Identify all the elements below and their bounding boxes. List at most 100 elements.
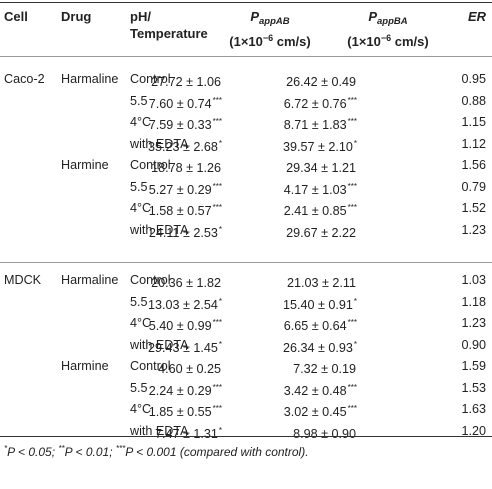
papp-ba-value: 26.42 ± 0.49 <box>286 68 357 93</box>
header-cell: Cell <box>4 9 28 24</box>
papp-ab-number: 20.36 ± 1.82 <box>151 276 221 290</box>
condition: with EDTA <box>130 136 189 151</box>
papp-ab-value: 35.23 ± 2.68* <box>148 133 222 158</box>
papp-ba-significance: * <box>353 296 357 306</box>
papp-ab-significance: *** <box>212 181 222 191</box>
table-row: 5.5 5.27 ± 0.29*** 4.17 ± 1.03*** 0.79 <box>0 176 492 198</box>
papp-ab-significance: * <box>218 425 222 435</box>
footnote-p3: P < 0.001 (compared with control). <box>125 445 309 459</box>
papp-ba-value: 26.34 ± 0.93* <box>283 334 357 359</box>
header-temperature-label: Temperature <box>130 26 208 41</box>
papp-ba-significance: * <box>353 138 357 148</box>
header-papp-ab: PappAB (1×10−6 cm/s) <box>222 8 318 50</box>
header-er: ER <box>467 9 486 24</box>
papp-ba-significance: *** <box>347 181 357 191</box>
efflux-ratio: 1.15 <box>461 115 486 129</box>
efflux-ratio: 1.59 <box>461 359 486 373</box>
papp-ba-value: 4.17 ± 1.03*** <box>284 176 357 201</box>
papp-ba-number: 8.98 ± 0.90 <box>293 426 356 441</box>
footnote-p1: P < 0.05; <box>7 445 59 459</box>
papp-ab-value: 13.03 ± 2.54* <box>148 291 222 316</box>
papp-ba-significance: *** <box>347 203 357 212</box>
papp-ab-value: 18.78 ± 1.26 <box>151 154 222 179</box>
efflux-ratio: 1.23 <box>461 222 486 237</box>
condition: Control <box>130 158 171 172</box>
condition: 5.5 <box>130 294 148 309</box>
papp-ab-significance: * <box>218 224 222 234</box>
efflux-ratio: 1.63 <box>461 402 486 416</box>
papp-ba-value: 3.42 ± 0.48*** <box>284 377 357 402</box>
efflux-ratio: 0.95 <box>461 72 486 86</box>
papp-ba-number: 29.34 ± 1.21 <box>286 161 356 175</box>
papp-ab-significance: * <box>218 296 222 306</box>
papp-ab-number: 13.03 ± 2.54 <box>147 297 218 312</box>
table-row: Harmine Control 4.60 ± 0.25 7.32 ± 0.19 1.59 <box>0 355 492 377</box>
papp-ab-significance: *** <box>212 203 222 212</box>
papp-ba-number: 8.71 ± 1.83 <box>283 118 347 132</box>
condition: Control <box>130 273 171 287</box>
papp-ab-number: 7.60 ± 0.74 <box>148 96 212 111</box>
papp-ba-value: 6.72 ± 0.76*** <box>284 90 357 115</box>
efflux-ratio: 1.52 <box>461 201 486 215</box>
cell-line: Caco-2 <box>4 72 45 86</box>
papp-ab-number: 5.27 ± 0.29 <box>148 182 212 197</box>
papp-ab-number: 4.60 ± 0.25 <box>158 362 221 376</box>
papp-ba-number: 29.67 ± 2.22 <box>286 225 356 240</box>
table-row: 4°C 7.59 ± 0.33*** 8.71 ± 1.83*** 1.15 <box>0 111 492 133</box>
papp-ab-value: 20.36 ± 1.82 <box>151 269 222 294</box>
papp-ab-value: 24.11 ± 2.53* <box>149 219 222 244</box>
papp-ba-value: 3.02 ± 0.45*** <box>284 398 357 423</box>
condition: Control <box>130 72 171 86</box>
papp-ab-number: 24.11 ± 2.53 <box>148 225 218 240</box>
table-top-rule <box>0 2 492 3</box>
condition: 4°C <box>130 402 152 416</box>
papp-ab-number: 7.47 ± 1.31 <box>154 426 218 441</box>
condition: 5.5 <box>130 179 148 194</box>
header-ph-temperature: pH/ Temperature <box>130 8 208 42</box>
header-papp-ba: PappBA (1×10−6 cm/s) <box>340 8 436 50</box>
papp-ba-value: 8.98 ± 0.90 <box>293 420 357 445</box>
papp-ba-significance: *** <box>347 117 357 126</box>
papp-ba-number: 6.65 ± 0.64 <box>283 319 347 333</box>
efflux-ratio: 1.12 <box>461 136 486 151</box>
papp-ba-number: 6.72 ± 0.76 <box>283 96 347 111</box>
papp-ab-significance: * <box>218 138 222 148</box>
table-row: 4°C 5.40 ± 0.99*** 6.65 ± 0.64*** 1.23 <box>0 312 492 334</box>
cell-line: MDCK <box>4 273 42 287</box>
papp-ab-value: 27.72 ± 1.06 <box>151 68 222 93</box>
papp-ab-significance: *** <box>212 404 222 413</box>
papp-ba-number: 26.34 ± 0.93 <box>282 340 353 355</box>
drug-name: Harmaline <box>61 273 119 287</box>
papp-ba-number: 21.03 ± 2.11 <box>286 276 356 290</box>
condition: 5.5 <box>130 380 148 395</box>
table-row: with EDTA 7.47 ± 1.31* 8.98 ± 0.90 1.20 <box>0 420 492 442</box>
papp-ba-number: 3.02 ± 0.45 <box>283 405 347 419</box>
footnote-star-3: *** <box>115 444 126 453</box>
papp-ab-number: 1.58 ± 0.57 <box>148 204 212 218</box>
papp-ab-number: 5.40 ± 0.99 <box>148 319 212 333</box>
efflux-ratio: 0.79 <box>461 179 486 194</box>
condition: 5.5 <box>130 93 148 108</box>
efflux-ratio: 1.20 <box>461 423 486 438</box>
papp-ba-value: 6.65 ± 0.64*** <box>284 312 357 337</box>
table-row: 5.5 13.03 ± 2.54* 15.40 ± 0.91* 1.18 <box>0 291 492 313</box>
efflux-ratio: 1.18 <box>461 294 486 309</box>
drug-name: Harmine <box>61 158 109 172</box>
header-papp-ab-unit-a: (1×10 <box>229 34 263 49</box>
table-row: with EDTA 29.43 ± 1.45* 26.34 ± 0.93* 0.90 <box>0 334 492 356</box>
efflux-ratio: 1.53 <box>461 380 486 395</box>
header-papp-ab-unit-b: cm/s) <box>273 34 311 49</box>
header-bottom-rule <box>0 56 492 57</box>
papp-ab-number: 35.23 ± 2.68 <box>147 139 218 154</box>
header-papp-ab-unit-exp: −6 <box>262 33 274 43</box>
efflux-ratio: 1.56 <box>461 158 486 172</box>
papp-ba-significance: *** <box>347 404 357 413</box>
papp-ba-value: 2.41 ± 0.85*** <box>284 197 357 222</box>
papp-ba-value: 8.71 ± 1.83*** <box>284 111 357 136</box>
papp-ab-significance: *** <box>212 117 222 126</box>
papp-ba-number: 2.41 ± 0.85 <box>283 204 347 218</box>
efflux-ratio: 0.88 <box>461 93 486 108</box>
papp-ba-value: 15.40 ± 0.91* <box>283 291 357 316</box>
condition: Control <box>130 359 171 373</box>
header-ph-label: pH/ <box>130 9 151 24</box>
